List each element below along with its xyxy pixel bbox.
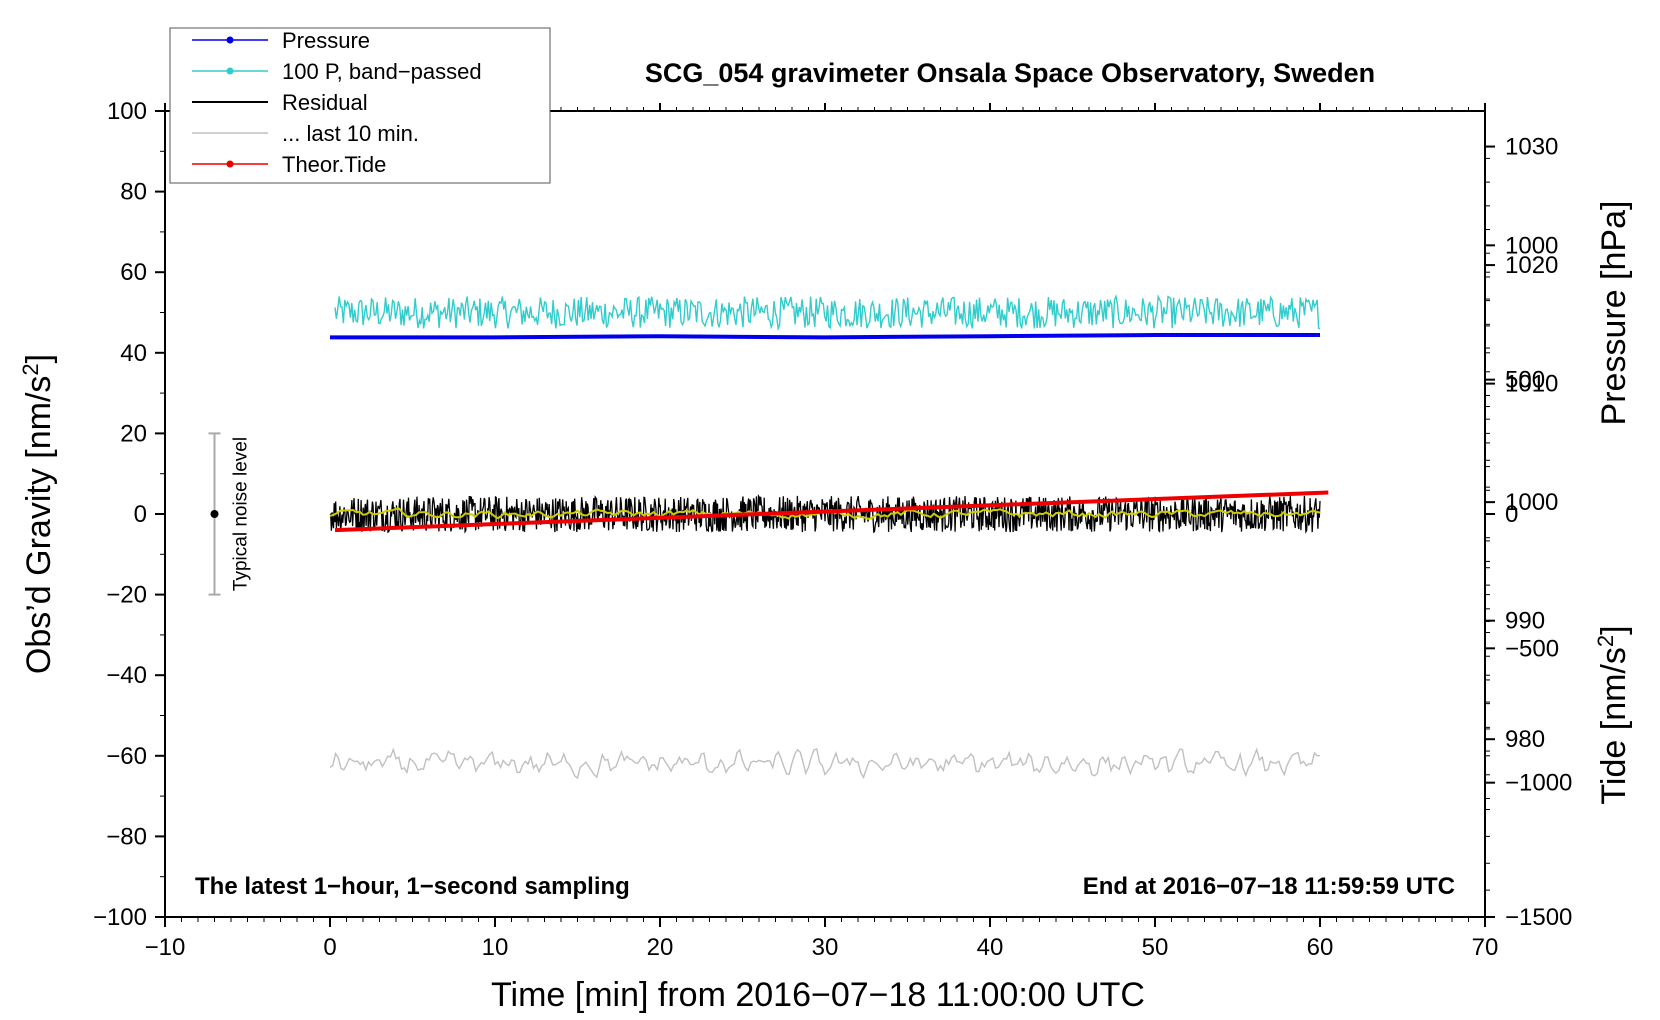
legend-label: Theor.Tide <box>282 152 386 177</box>
y-tick-label: −20 <box>106 582 147 609</box>
series-bandpassed-line <box>334 293 1321 332</box>
y-axis-left: 100 80 60 40 20 0 −20 −40 −60 −80 −100 <box>93 98 165 931</box>
pressure-tick-label: 980 <box>1505 726 1545 753</box>
y-axis-tide-title: Tide [nm/s2] <box>1593 625 1634 804</box>
series-layer <box>329 293 1329 780</box>
x-tick-label: 20 <box>647 934 674 961</box>
pressure-tick-label: 1010 <box>1505 371 1558 398</box>
legend-label: Residual <box>282 90 368 115</box>
series-tide-line <box>334 490 1329 533</box>
noise-level-indicator: Typical noise level <box>208 432 252 596</box>
noise-label: Typical noise level <box>231 437 252 591</box>
x-tick-label: 40 <box>977 934 1004 961</box>
y-tick-label: 20 <box>120 420 147 447</box>
x-tick-label: 60 <box>1307 934 1334 961</box>
y-axis-pressure: 1030 1020 1010 1000 990 980 <box>1485 134 1558 799</box>
legend-label: 100 P, band−passed <box>282 59 482 84</box>
y-tick-label: −80 <box>106 823 147 850</box>
y-tick-label: −60 <box>106 743 147 770</box>
tide-tick-label: −1000 <box>1505 770 1572 797</box>
legend-box <box>169 27 551 184</box>
pressure-tick-label: 1000 <box>1505 489 1558 516</box>
y-tick-label: 0 <box>134 501 147 528</box>
tide-tick-label: 500 <box>1505 367 1545 394</box>
y-axis-tide: 1000 500 0 −500 −1000 −1500 <box>1485 232 1572 931</box>
tide-tick-label: −1500 <box>1505 904 1572 931</box>
pressure-tick-label: 1020 <box>1505 252 1558 279</box>
pressure-tick-label: 1030 <box>1505 134 1558 161</box>
legend-label: Pressure <box>282 28 370 53</box>
x-tick-label: 0 <box>323 934 336 961</box>
x-tick-label: 30 <box>812 934 839 961</box>
series-pressure-line <box>330 333 1320 340</box>
x-axis-title: Time [min] from 2016−07−18 11:00:00 UTC <box>491 976 1145 1014</box>
noise-center-dot <box>210 510 219 518</box>
y-tick-label: 80 <box>120 179 147 206</box>
legend-swatch-dot <box>226 67 234 75</box>
series-last10min-line <box>329 747 1321 780</box>
legend-label: ... last 10 min. <box>282 121 419 146</box>
tide-tick-label: −500 <box>1505 635 1559 662</box>
x-tick-label: 10 <box>482 934 509 961</box>
pressure-tick-label: 990 <box>1505 608 1545 635</box>
y-tick-label: 40 <box>120 340 147 367</box>
y-axis-pressure-title: Pressure [hPa] <box>1595 201 1633 426</box>
legend-swatch-dot <box>226 36 234 44</box>
end-time-note: End at 2016−07−18 11:59:59 UTC <box>1083 873 1455 900</box>
y-tick-label: 100 <box>107 98 147 125</box>
legend-items: Pressure 100 P, band−passed Residual ... la… <box>192 28 482 177</box>
x-tick-label: 70 <box>1472 934 1499 961</box>
y-tick-label: 60 <box>120 259 147 286</box>
x-axis: −10 0 10 20 30 40 50 60 70 <box>145 103 1499 961</box>
legend: Pressure 100 P, band−passed Residual ... la… <box>169 27 551 184</box>
tide-tick-label: 0 <box>1505 501 1518 528</box>
x-tick-label: 50 <box>1142 934 1169 961</box>
chart-title: SCG_054 gravimeter Onsala Space Observat… <box>645 58 1375 88</box>
sampling-note: The latest 1−hour, 1−second sampling <box>195 873 630 900</box>
y-tick-label: −40 <box>106 662 147 689</box>
legend-swatch-dot <box>226 160 234 168</box>
tide-tick-label: 1000 <box>1505 232 1558 259</box>
y-tick-label: −100 <box>93 904 147 931</box>
y-axis-left-title: Obs’d Gravity [nm/s2] <box>18 354 59 674</box>
x-tick-label: −10 <box>145 934 186 961</box>
